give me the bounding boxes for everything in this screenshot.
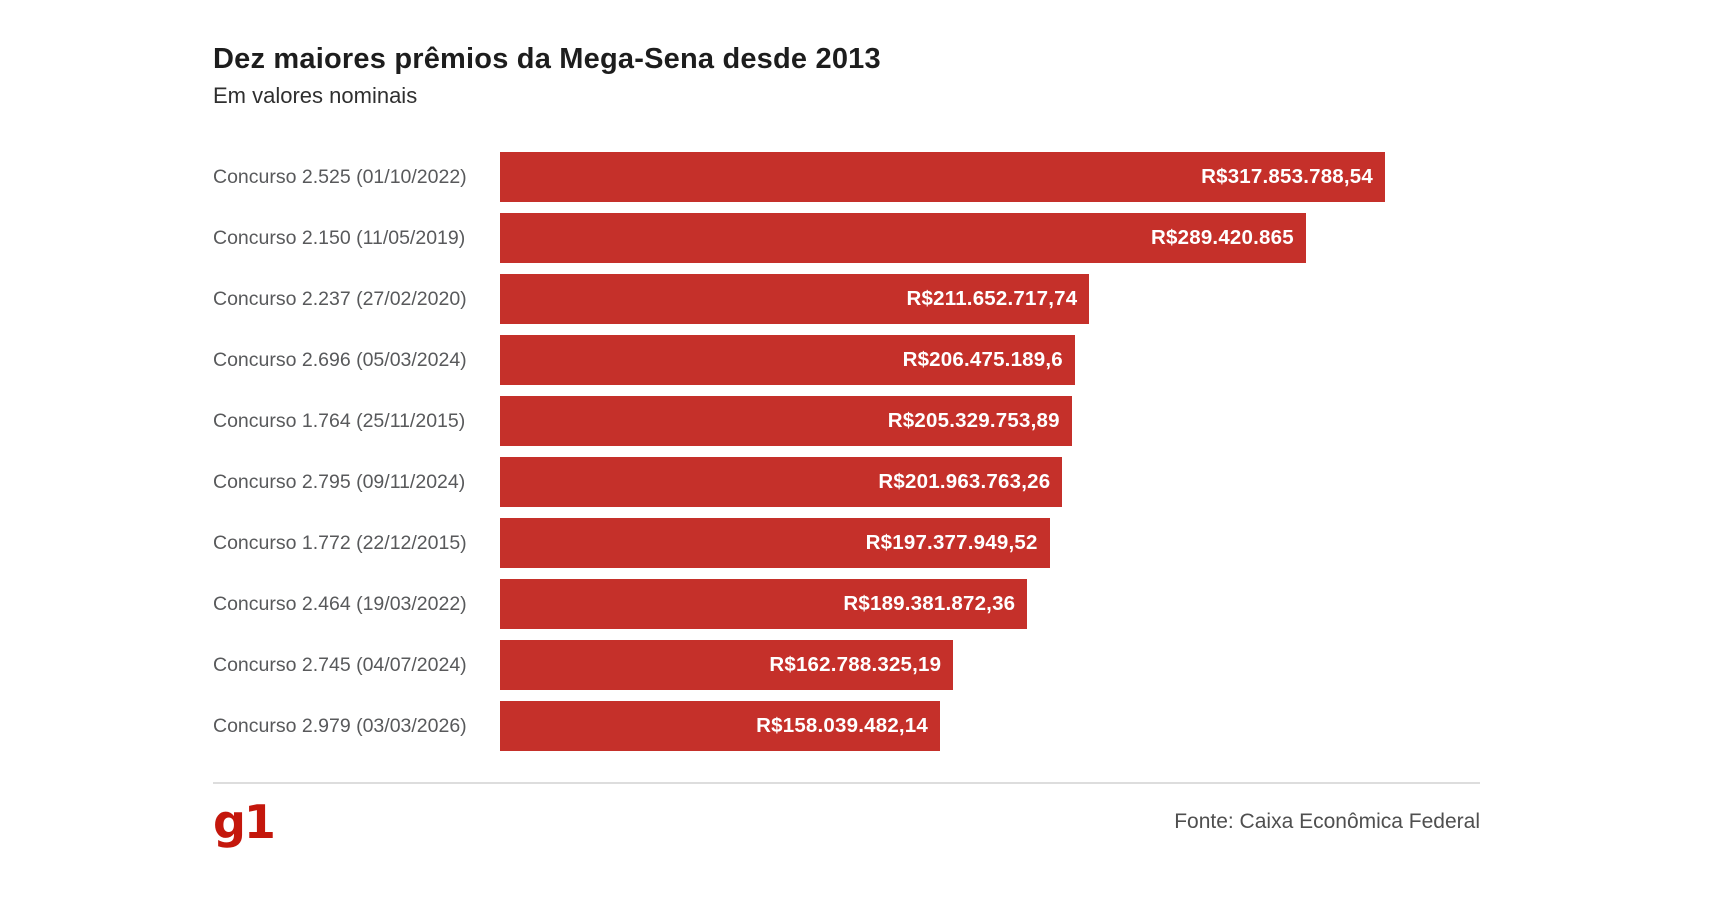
bar-category-label: Concurso 2.150 (11/05/2019): [213, 226, 466, 249]
prize-bar: R$201.963.763,26: [500, 457, 1063, 507]
bar-value-label: R$158.039.482,14: [756, 714, 929, 737]
bar-track: R$289.420.865: [500, 213, 1385, 263]
chart-title: Dez maiores prêmios da Mega-Sena desde 2…: [213, 43, 881, 75]
chart-row: Concurso 2.525 (01/10/2022) R$317.853.78…: [213, 152, 1480, 202]
bar-track: R$211.652.717,74: [500, 274, 1385, 324]
bar-category-label: Concurso 2.795 (09/11/2024): [213, 470, 466, 493]
chart-row: Concurso 1.772 (22/12/2015) R$197.377.94…: [213, 518, 1480, 568]
prize-bar: R$206.475.189,6: [500, 335, 1075, 385]
prize-bar: R$162.788.325,19: [500, 640, 954, 690]
bar-value-label: R$197.377.949,52: [865, 531, 1038, 554]
bar-track: R$206.475.189,6: [500, 335, 1385, 385]
bar-category-label: Concurso 2.525 (01/10/2022): [213, 165, 467, 188]
source-text: Fonte: Caixa Econômica Federal: [1174, 810, 1480, 833]
g1-logo: g1: [213, 795, 276, 849]
chart-row: Concurso 2.237 (27/02/2020) R$211.652.71…: [213, 274, 1480, 324]
bar-track: R$189.381.872,36: [500, 579, 1385, 629]
chart-row: Concurso 1.764 (25/11/2015) R$205.329.75…: [213, 396, 1480, 446]
bar-value-label: R$206.475.189,6: [902, 348, 1063, 371]
chart-row: Concurso 2.464 (19/03/2022) R$189.381.87…: [213, 579, 1480, 629]
bar-track: R$197.377.949,52: [500, 518, 1385, 568]
bar-track: R$158.039.482,14: [500, 701, 1385, 751]
bar-value-label: R$162.788.325,19: [769, 653, 942, 676]
prize-bar: R$205.329.753,89: [500, 396, 1072, 446]
chart-row: Concurso 2.150 (11/05/2019) R$289.420.86…: [213, 213, 1480, 263]
bar-category-label: Concurso 2.464 (19/03/2022): [213, 592, 467, 615]
prize-bar: R$189.381.872,36: [500, 579, 1028, 629]
chart-row: Concurso 2.795 (09/11/2024) R$201.963.76…: [213, 457, 1480, 507]
bar-value-label: R$189.381.872,36: [843, 592, 1016, 615]
bar-category-label: Concurso 2.979 (03/03/2026): [213, 714, 467, 737]
prize-bar: R$158.039.482,14: [500, 701, 941, 751]
content-column: Dez maiores prêmios da Mega-Sena desde 2…: [213, 0, 1480, 850]
footer: g1 Fonte: Caixa Econômica Federal: [213, 794, 1480, 850]
bar-category-label: Concurso 1.772 (22/12/2015): [213, 531, 467, 554]
chart-row: Concurso 2.979 (03/03/2026) R$158.039.48…: [213, 701, 1480, 751]
bar-chart: Concurso 2.525 (01/10/2022) R$317.853.78…: [213, 152, 1480, 751]
bar-value-label: R$205.329.753,89: [887, 409, 1060, 432]
bar-value-label: R$317.853.788,54: [1201, 165, 1373, 188]
prize-bar: R$317.853.788,54: [500, 152, 1385, 202]
bar-category-label: Concurso 2.696 (05/03/2024): [213, 348, 467, 371]
bar-value-label: R$201.963.763,26: [878, 470, 1051, 493]
prize-bar: R$289.420.865: [500, 213, 1306, 263]
bar-category-label: Concurso 2.237 (27/02/2020): [213, 287, 467, 310]
bar-track: R$201.963.763,26: [500, 457, 1385, 507]
bar-category-label: Concurso 2.745 (04/07/2024): [213, 653, 467, 676]
chart-row: Concurso 2.745 (04/07/2024) R$162.788.32…: [213, 640, 1480, 690]
bar-value-label: R$211.652.717,74: [906, 287, 1078, 310]
bar-track: R$205.329.753,89: [500, 396, 1385, 446]
bar-track: R$162.788.325,19: [500, 640, 1385, 690]
prize-bar: R$197.377.949,52: [500, 518, 1050, 568]
chart-row: Concurso 2.696 (05/03/2024) R$206.475.18…: [213, 335, 1480, 385]
footer-divider: [213, 782, 1480, 784]
prize-bar: R$211.652.717,74: [500, 274, 1090, 324]
bar-value-label: R$289.420.865: [1151, 226, 1294, 249]
bar-track: R$317.853.788,54: [500, 152, 1385, 202]
bar-category-label: Concurso 1.764 (25/11/2015): [213, 409, 466, 432]
chart-subtitle: Em valores nominais: [213, 83, 418, 108]
